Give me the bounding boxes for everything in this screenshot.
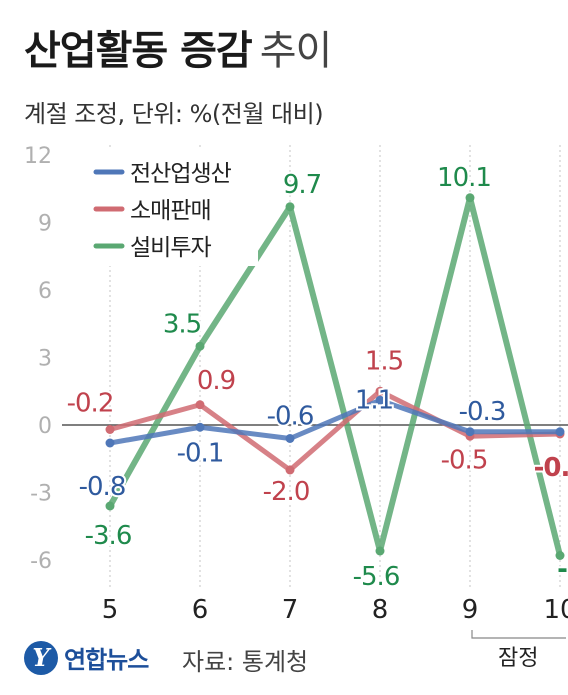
data-point [375,386,385,396]
y-tick-label: 3 [38,347,52,372]
data-point [375,395,385,405]
preliminary-bracket-line [471,630,566,639]
preliminary-label: 잠정 [498,646,539,671]
category-gridlines [109,145,561,588]
data-point [285,465,295,475]
data-label: 9.7 [283,170,321,200]
x-tick-label: 10 [543,595,568,625]
data-label: -0.2 [67,389,114,419]
data-point [465,193,475,203]
y-axis: 12 9 6 3 0 -3 -6 [24,144,52,574]
x-tick-label: 8 [372,595,389,625]
y-tick-label: 12 [24,144,52,169]
x-tick-label: 5 [102,595,119,625]
data-label: -0.8 [79,472,126,502]
data-point [195,400,205,410]
yonhap-logo: Y 연합뉴스 [24,640,149,675]
title-main: 산업활동 증감 [24,28,253,74]
series-line-1 [107,388,563,473]
data-label: 1.5 [365,346,403,376]
data-label: -0.1 [177,438,224,468]
legend-label: 전산업생산 [130,161,232,187]
y-tick-label: 9 [38,212,52,237]
data-labels: -0.8 -0.1 -0.6 1.1 -0.3 -0.2 0.9 -2.0 1.5 -0.5 -0.… [65,161,568,594]
data-point [555,551,565,560]
series-line-0 [107,397,563,446]
x-axis: 5 6 7 8 9 10 [102,595,568,625]
series-layer [105,193,565,560]
y-tick-label: 0 [38,414,52,439]
data-label: -2.0 [263,477,310,507]
x-tick-label: 7 [282,595,299,625]
title-suffix: 추이 [259,28,333,74]
data-point [105,501,115,511]
data-point [285,434,295,443]
legend-label: 설비투자 [130,235,211,261]
data-label: 0.9 [197,366,235,396]
data-label: 10.1 [437,163,491,193]
data-label: -0.5 [441,445,488,475]
data-point [285,202,295,212]
data-point [465,427,475,437]
x-tick-label: 6 [192,595,209,625]
source-note: 자료: 통계청 [182,648,309,676]
logo-text: 연합뉴스 [64,646,149,674]
data-label: -0.4 [534,453,568,483]
data-label: -0.3 [459,397,506,427]
data-point [195,422,205,432]
y-tick-label: -3 [30,482,52,507]
chart-subtitle: 계절 조정, 단위: %(전월 대비) [24,100,324,128]
data-point [555,427,565,437]
logo-mark-icon: Y [24,640,58,675]
data-label: -5.6 [353,562,400,592]
data-point [105,425,115,434]
data-label: -3.6 [85,521,132,551]
legend-label: 소매판매 [130,198,211,224]
data-label: 3.5 [163,309,201,339]
data-point [105,438,115,448]
data-point [375,546,385,556]
data-label: 1.1 [355,385,393,415]
chart-title: 산업활동 증감 추이 [24,18,333,76]
series-line-2 [107,194,563,559]
data-label: - [557,555,567,585]
x-tick-label: 9 [462,595,479,625]
data-point [195,341,205,351]
y-tick-label: 6 [38,279,52,304]
data-label: -0.6 [267,402,314,432]
preliminary-bracket [471,630,566,639]
y-tick-label: -6 [30,549,52,574]
